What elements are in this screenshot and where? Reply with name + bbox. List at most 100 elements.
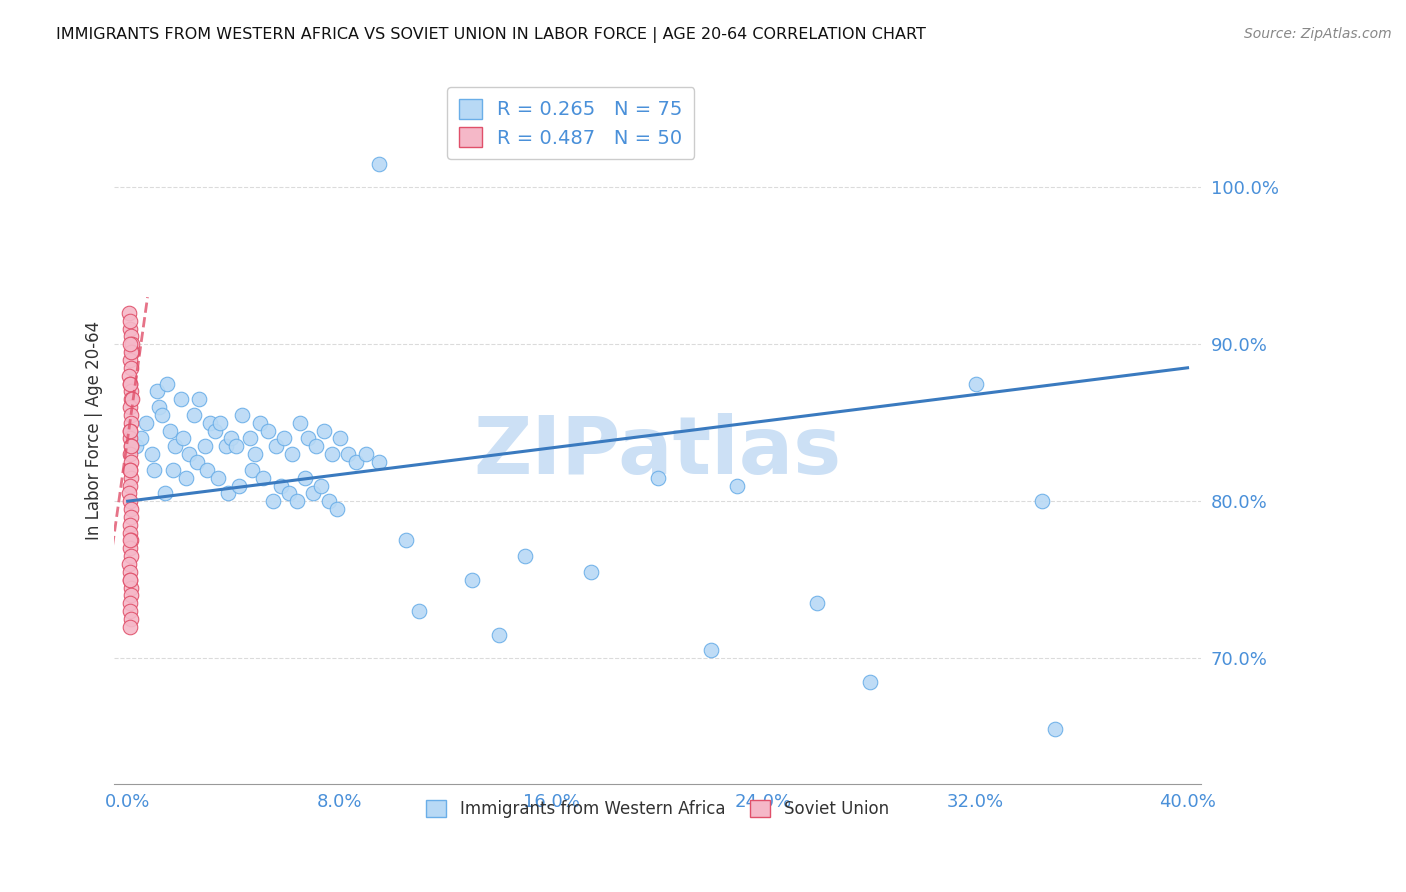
Point xyxy=(257,424,280,438)
Point xyxy=(169,392,191,407)
Point xyxy=(321,447,343,461)
Point xyxy=(312,424,335,438)
Point xyxy=(186,455,208,469)
Point xyxy=(118,337,141,351)
Point xyxy=(264,439,287,453)
Point xyxy=(120,439,142,453)
Point xyxy=(120,604,142,618)
Legend: Immigrants from Western Africa, Soviet Union: Immigrants from Western Africa, Soviet U… xyxy=(420,793,896,825)
Point xyxy=(120,408,142,422)
Point xyxy=(118,573,141,587)
Point xyxy=(120,384,142,399)
Point xyxy=(581,565,603,579)
Point xyxy=(120,573,142,587)
Point xyxy=(461,573,484,587)
Point xyxy=(121,337,143,351)
Point xyxy=(118,517,141,532)
Point xyxy=(165,439,187,453)
Point xyxy=(183,408,205,422)
Point xyxy=(120,416,142,430)
Point xyxy=(118,541,141,556)
Point xyxy=(219,432,242,446)
Point xyxy=(120,376,142,391)
Point xyxy=(120,525,142,540)
Point xyxy=(174,471,197,485)
Point xyxy=(294,471,316,485)
Point xyxy=(120,439,142,453)
Point xyxy=(326,502,349,516)
Point xyxy=(305,439,328,453)
Point xyxy=(118,478,141,492)
Point xyxy=(118,494,141,508)
Text: IMMIGRANTS FROM WESTERN AFRICA VS SOVIET UNION IN LABOR FORCE | AGE 20-64 CORREL: IMMIGRANTS FROM WESTERN AFRICA VS SOVIET… xyxy=(56,27,927,43)
Point xyxy=(120,549,142,563)
Point xyxy=(408,604,430,618)
Point xyxy=(195,463,218,477)
Point xyxy=(120,353,142,368)
Point xyxy=(262,494,284,508)
Point xyxy=(118,620,141,634)
Point xyxy=(141,447,163,461)
Point xyxy=(336,447,359,461)
Point xyxy=(120,588,142,602)
Point xyxy=(488,627,510,641)
Point xyxy=(188,392,211,407)
Point xyxy=(240,463,263,477)
Point xyxy=(135,416,157,430)
Point xyxy=(120,463,142,477)
Point xyxy=(118,368,141,383)
Text: Source: ZipAtlas.com: Source: ZipAtlas.com xyxy=(1244,27,1392,41)
Point xyxy=(231,408,253,422)
Point xyxy=(309,478,332,492)
Point xyxy=(204,424,226,438)
Point xyxy=(118,432,141,446)
Point xyxy=(159,424,181,438)
Point xyxy=(153,486,176,500)
Point xyxy=(1043,722,1066,736)
Point xyxy=(278,486,301,500)
Point xyxy=(329,432,352,446)
Point xyxy=(124,439,146,453)
Point xyxy=(965,376,987,391)
Point xyxy=(120,502,142,516)
Point xyxy=(285,494,308,508)
Point xyxy=(273,432,295,446)
Point xyxy=(252,471,274,485)
Point xyxy=(120,345,142,359)
Point xyxy=(121,392,143,407)
Point xyxy=(118,376,141,391)
Point xyxy=(118,424,141,438)
Point xyxy=(209,416,232,430)
Text: ZIPatlas: ZIPatlas xyxy=(474,413,842,491)
Point xyxy=(120,509,142,524)
Point xyxy=(297,432,319,446)
Point xyxy=(120,392,142,407)
Point xyxy=(725,478,748,492)
Point xyxy=(302,486,325,500)
Point xyxy=(120,581,142,595)
Point xyxy=(806,596,828,610)
Point xyxy=(270,478,292,492)
Point xyxy=(120,455,142,469)
Point xyxy=(1031,494,1053,508)
Point xyxy=(288,416,311,430)
Y-axis label: In Labor Force | Age 20-64: In Labor Force | Age 20-64 xyxy=(86,321,103,541)
Point xyxy=(120,314,142,328)
Point xyxy=(120,533,142,548)
Point xyxy=(228,478,250,492)
Point xyxy=(177,447,200,461)
Point xyxy=(118,400,141,414)
Point xyxy=(368,455,391,469)
Point xyxy=(215,439,238,453)
Point xyxy=(699,643,721,657)
Point xyxy=(238,432,260,446)
Point xyxy=(120,612,142,626)
Point xyxy=(395,533,418,548)
Point xyxy=(118,463,141,477)
Point xyxy=(118,565,141,579)
Point xyxy=(207,471,229,485)
Point xyxy=(513,549,536,563)
Point xyxy=(120,424,142,438)
Point xyxy=(118,557,141,571)
Point xyxy=(129,432,152,446)
